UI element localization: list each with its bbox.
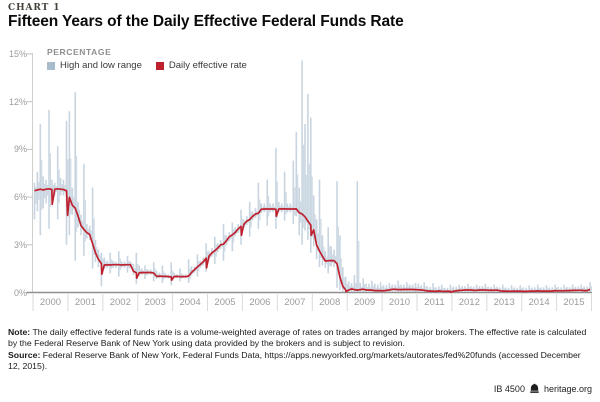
x-axis-label: 2013 — [493, 297, 515, 308]
legend-rate-swatch — [155, 61, 164, 70]
x-axis-label: 2010 — [388, 297, 411, 308]
x-axis-label: 2001 — [74, 297, 96, 308]
legend-range-swatch — [47, 61, 55, 70]
x-axis-label: 2009 — [354, 297, 376, 308]
y-axis-label: 3% — [13, 239, 27, 250]
y-axis-label: 12% — [8, 96, 27, 107]
note-label: Note: — [8, 327, 31, 337]
x-axis-label: 2004 — [179, 297, 201, 308]
x-axis-label: 2011 — [424, 297, 445, 308]
x-axis-label: 2003 — [144, 297, 166, 308]
x-axis-label: 2000 — [39, 297, 62, 308]
x-axis-label: 2007 — [284, 297, 306, 308]
legend-rate-label: Daily effective rate — [168, 60, 247, 71]
chart-kicker: CHART 1 — [8, 3, 61, 13]
y-axis-label: 9% — [13, 144, 27, 155]
x-axis-label: 2008 — [319, 297, 341, 308]
x-axis-label: 2015 — [563, 297, 585, 308]
source-label: Source: — [8, 349, 41, 360]
note-block: Note: The daily effective federal funds … — [8, 327, 594, 372]
site-name: heritage.org — [543, 383, 592, 394]
note-line: Note: The daily effective federal funds … — [8, 327, 594, 350]
x-axis-label: 2005 — [214, 297, 236, 308]
chart-legend: High and low range Daily effective rate — [47, 60, 247, 71]
x-axis-label: 2012 — [458, 297, 480, 308]
doc-id: IB 4500 — [493, 383, 525, 394]
y-axis-label: 6% — [13, 192, 27, 203]
source-line: Source: Federal Reserve Bank of New York… — [8, 350, 594, 373]
legend-range-label: High and low range — [60, 60, 142, 71]
x-axis-label: 2002 — [109, 297, 131, 308]
y-axis-label: 0% — [13, 287, 27, 298]
liberty-bell-icon — [530, 383, 539, 393]
note-text: The daily effective federal funds rate i… — [8, 327, 587, 349]
page-title: Fifteen Years of the Daily Effective Fed… — [8, 13, 404, 30]
source-text: Federal Reserve Bank of New York, Federa… — [8, 349, 581, 371]
footer: IB 4500 heritage.org — [494, 383, 592, 394]
x-axis-label: 2006 — [249, 297, 271, 308]
y-axis-label: 15% — [8, 49, 27, 59]
x-axis-label: 2014 — [528, 297, 550, 308]
y-axis-title: PERCENTAGE — [47, 47, 112, 57]
range-bars — [33, 60, 591, 293]
rate-line — [34, 187, 591, 294]
